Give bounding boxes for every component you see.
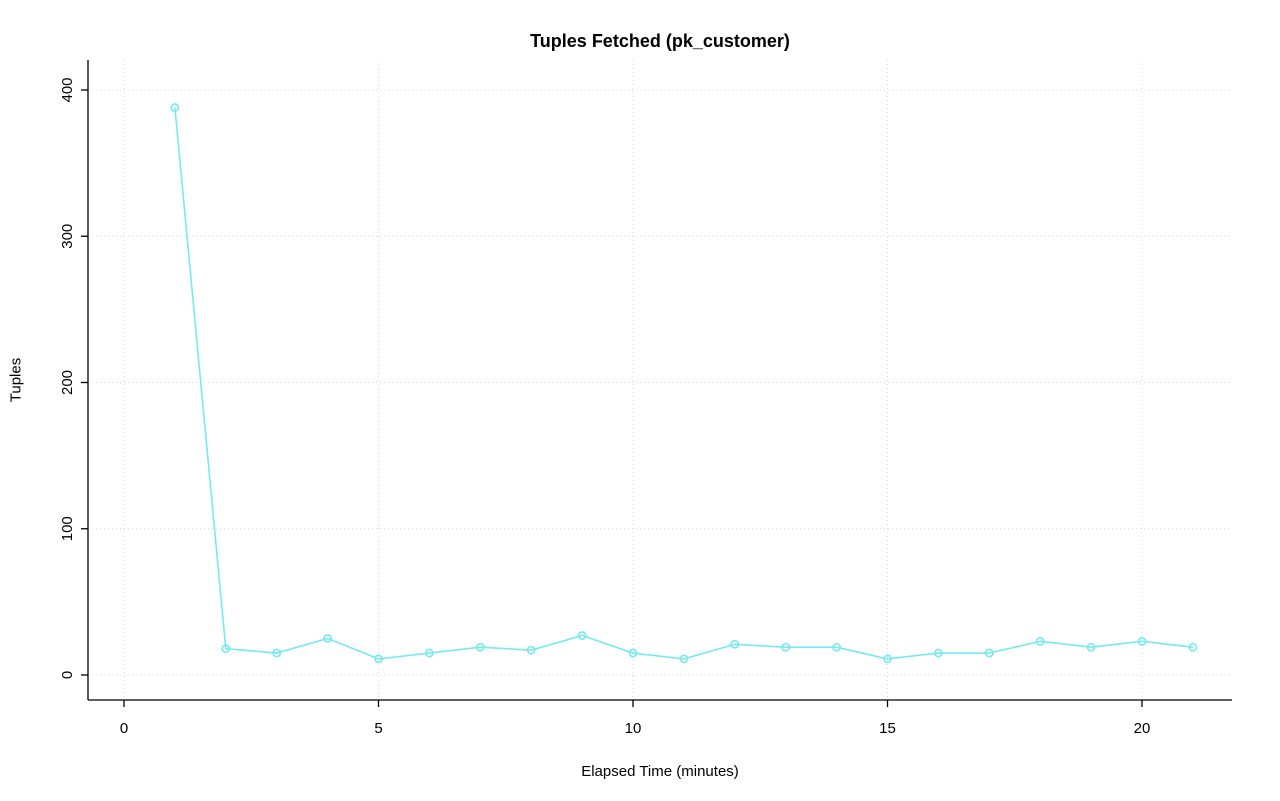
- data-point: [577, 631, 587, 640]
- data-point: [374, 654, 383, 664]
- series-line: [174, 107, 1193, 660]
- x-tick-label: 15: [879, 720, 896, 737]
- data-point: [832, 642, 841, 652]
- x-tick-label: 10: [625, 720, 642, 737]
- y-tick-label: 300: [59, 224, 76, 249]
- data-point: [730, 639, 740, 649]
- data-point: [984, 648, 994, 658]
- data-point: [272, 648, 282, 658]
- data-point: [679, 654, 689, 664]
- data-point: [628, 648, 638, 658]
- data-point: [221, 644, 231, 654]
- chart-title: Tuples Fetched (pk_customer): [530, 31, 790, 51]
- data-point: [1086, 642, 1096, 652]
- data-point: [1188, 642, 1198, 652]
- y-tick-label: 200: [59, 370, 76, 395]
- data-point: [1035, 636, 1045, 646]
- y-tick-label: 100: [59, 516, 76, 541]
- data-point: [170, 103, 180, 112]
- data-point: [883, 654, 892, 664]
- x-tick-label: 5: [374, 720, 382, 737]
- x-tick-label: 20: [1134, 720, 1151, 737]
- data-point: [424, 648, 434, 658]
- data-point: [526, 645, 536, 655]
- data-point: [934, 648, 943, 658]
- data-point: [475, 642, 485, 652]
- y-tick-label: 0: [59, 671, 76, 679]
- data-point: [781, 642, 791, 652]
- data-point: [1137, 636, 1147, 646]
- x-tick-label: 0: [120, 720, 128, 737]
- y-tick-label: 400: [59, 77, 76, 102]
- data-point: [323, 634, 332, 643]
- x-axis-title: Elapsed Time (minutes): [581, 763, 739, 780]
